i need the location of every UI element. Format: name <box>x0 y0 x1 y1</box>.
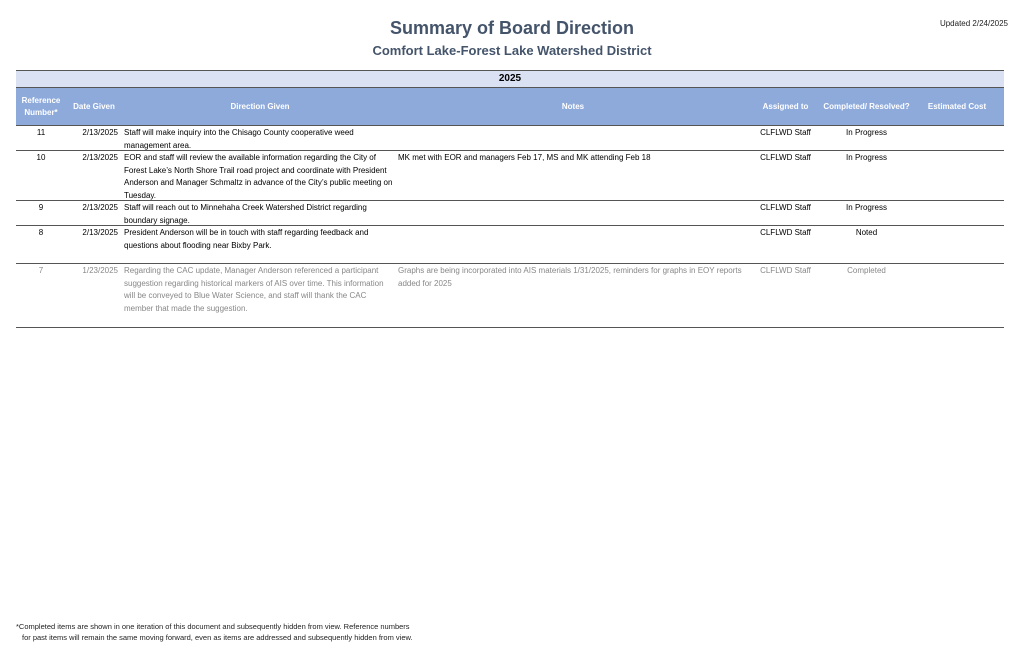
assigned-cell: CLFLWD Staff <box>760 203 811 212</box>
date-cell: 2/13/2025 <box>82 203 118 212</box>
cost-cell <box>910 127 1004 150</box>
cost-cell <box>910 202 1004 225</box>
status-cell: In Progress <box>846 203 887 212</box>
status-cell: Completed <box>847 266 886 275</box>
col-date: Date Given <box>73 101 115 111</box>
col-direction: Direction Given <box>230 101 290 111</box>
col-cost: Estimated Cost <box>927 101 987 111</box>
direction-cell: Regarding the CAC update, Manager Anders… <box>124 266 384 313</box>
direction-cell: President Anderson will be in touch with… <box>124 228 369 250</box>
status-cell: Noted <box>855 228 878 237</box>
status-cell: In Progress <box>846 128 887 137</box>
notes-cell <box>396 227 748 263</box>
date-cell: 1/23/2025 <box>82 266 118 275</box>
year-band: 2025 <box>16 70 1004 88</box>
assigned-cell: CLFLWD Staff <box>760 228 811 237</box>
status-cell: In Progress <box>846 153 887 162</box>
col-reference: Reference Number* <box>21 95 61 117</box>
page-subtitle: Comfort Lake-Forest Lake Watershed Distr… <box>372 43 652 58</box>
footnote-line-1: *Completed items are shown in one iterat… <box>16 622 410 631</box>
assigned-cell: CLFLWD Staff <box>760 153 811 162</box>
footnote: *Completed items are shown in one iterat… <box>16 621 413 643</box>
date-cell: 2/13/2025 <box>82 128 118 137</box>
ref-cell: 9 <box>38 203 44 212</box>
notes-cell <box>396 202 748 225</box>
table-header: Reference Number* Date Given Direction G… <box>16 88 1004 126</box>
table-row: 9 2/13/2025 Staff will reach out to Minneh… <box>16 201 1004 226</box>
assigned-cell: CLFLWD Staff <box>760 128 811 137</box>
table-row: 7 1/23/2025 Regarding the CAC update, Mana… <box>16 264 1004 328</box>
table-row: 11 2/13/2025 Staff will make inquiry into … <box>16 126 1004 151</box>
cost-cell <box>910 265 1004 327</box>
footnote-line-2: for past items will remain the same movi… <box>22 633 413 642</box>
direction-cell: Staff will make inquiry into the Chisago… <box>124 128 354 150</box>
date-cell: 2/13/2025 <box>82 153 118 162</box>
cost-cell <box>910 227 1004 263</box>
notes-cell: Graphs are being incorporated into AIS m… <box>398 266 742 288</box>
direction-cell: EOR and staff will review the available … <box>124 153 393 200</box>
updated-date: Updated 2/24/2025 <box>939 19 1008 28</box>
assigned-cell: CLFLWD Staff <box>760 266 811 275</box>
col-completed: Completed/ Resolved? <box>823 101 910 111</box>
ref-cell: 10 <box>36 153 46 162</box>
direction-cell: Staff will reach out to Minnehaha Creek … <box>124 203 367 225</box>
ref-cell: 7 <box>38 266 44 275</box>
page-title: Summary of Board Direction <box>389 18 635 38</box>
col-notes: Notes <box>561 101 585 111</box>
notes-cell: MK met with EOR and managers Feb 17, MS … <box>398 153 651 162</box>
notes-cell <box>396 127 748 150</box>
table-row: 10 2/13/2025 EOR and staff will review the… <box>16 151 1004 201</box>
col-assigned: Assigned to <box>762 101 809 111</box>
board-direction-table: 2025 Reference Number* Date Given Direct… <box>16 70 1004 328</box>
ref-cell: 8 <box>38 228 44 237</box>
table-row: 8 2/13/2025 President Anderson will be in … <box>16 226 1004 264</box>
cost-cell <box>910 152 1004 200</box>
date-cell: 2/13/2025 <box>82 228 118 237</box>
ref-cell: 11 <box>36 128 46 137</box>
